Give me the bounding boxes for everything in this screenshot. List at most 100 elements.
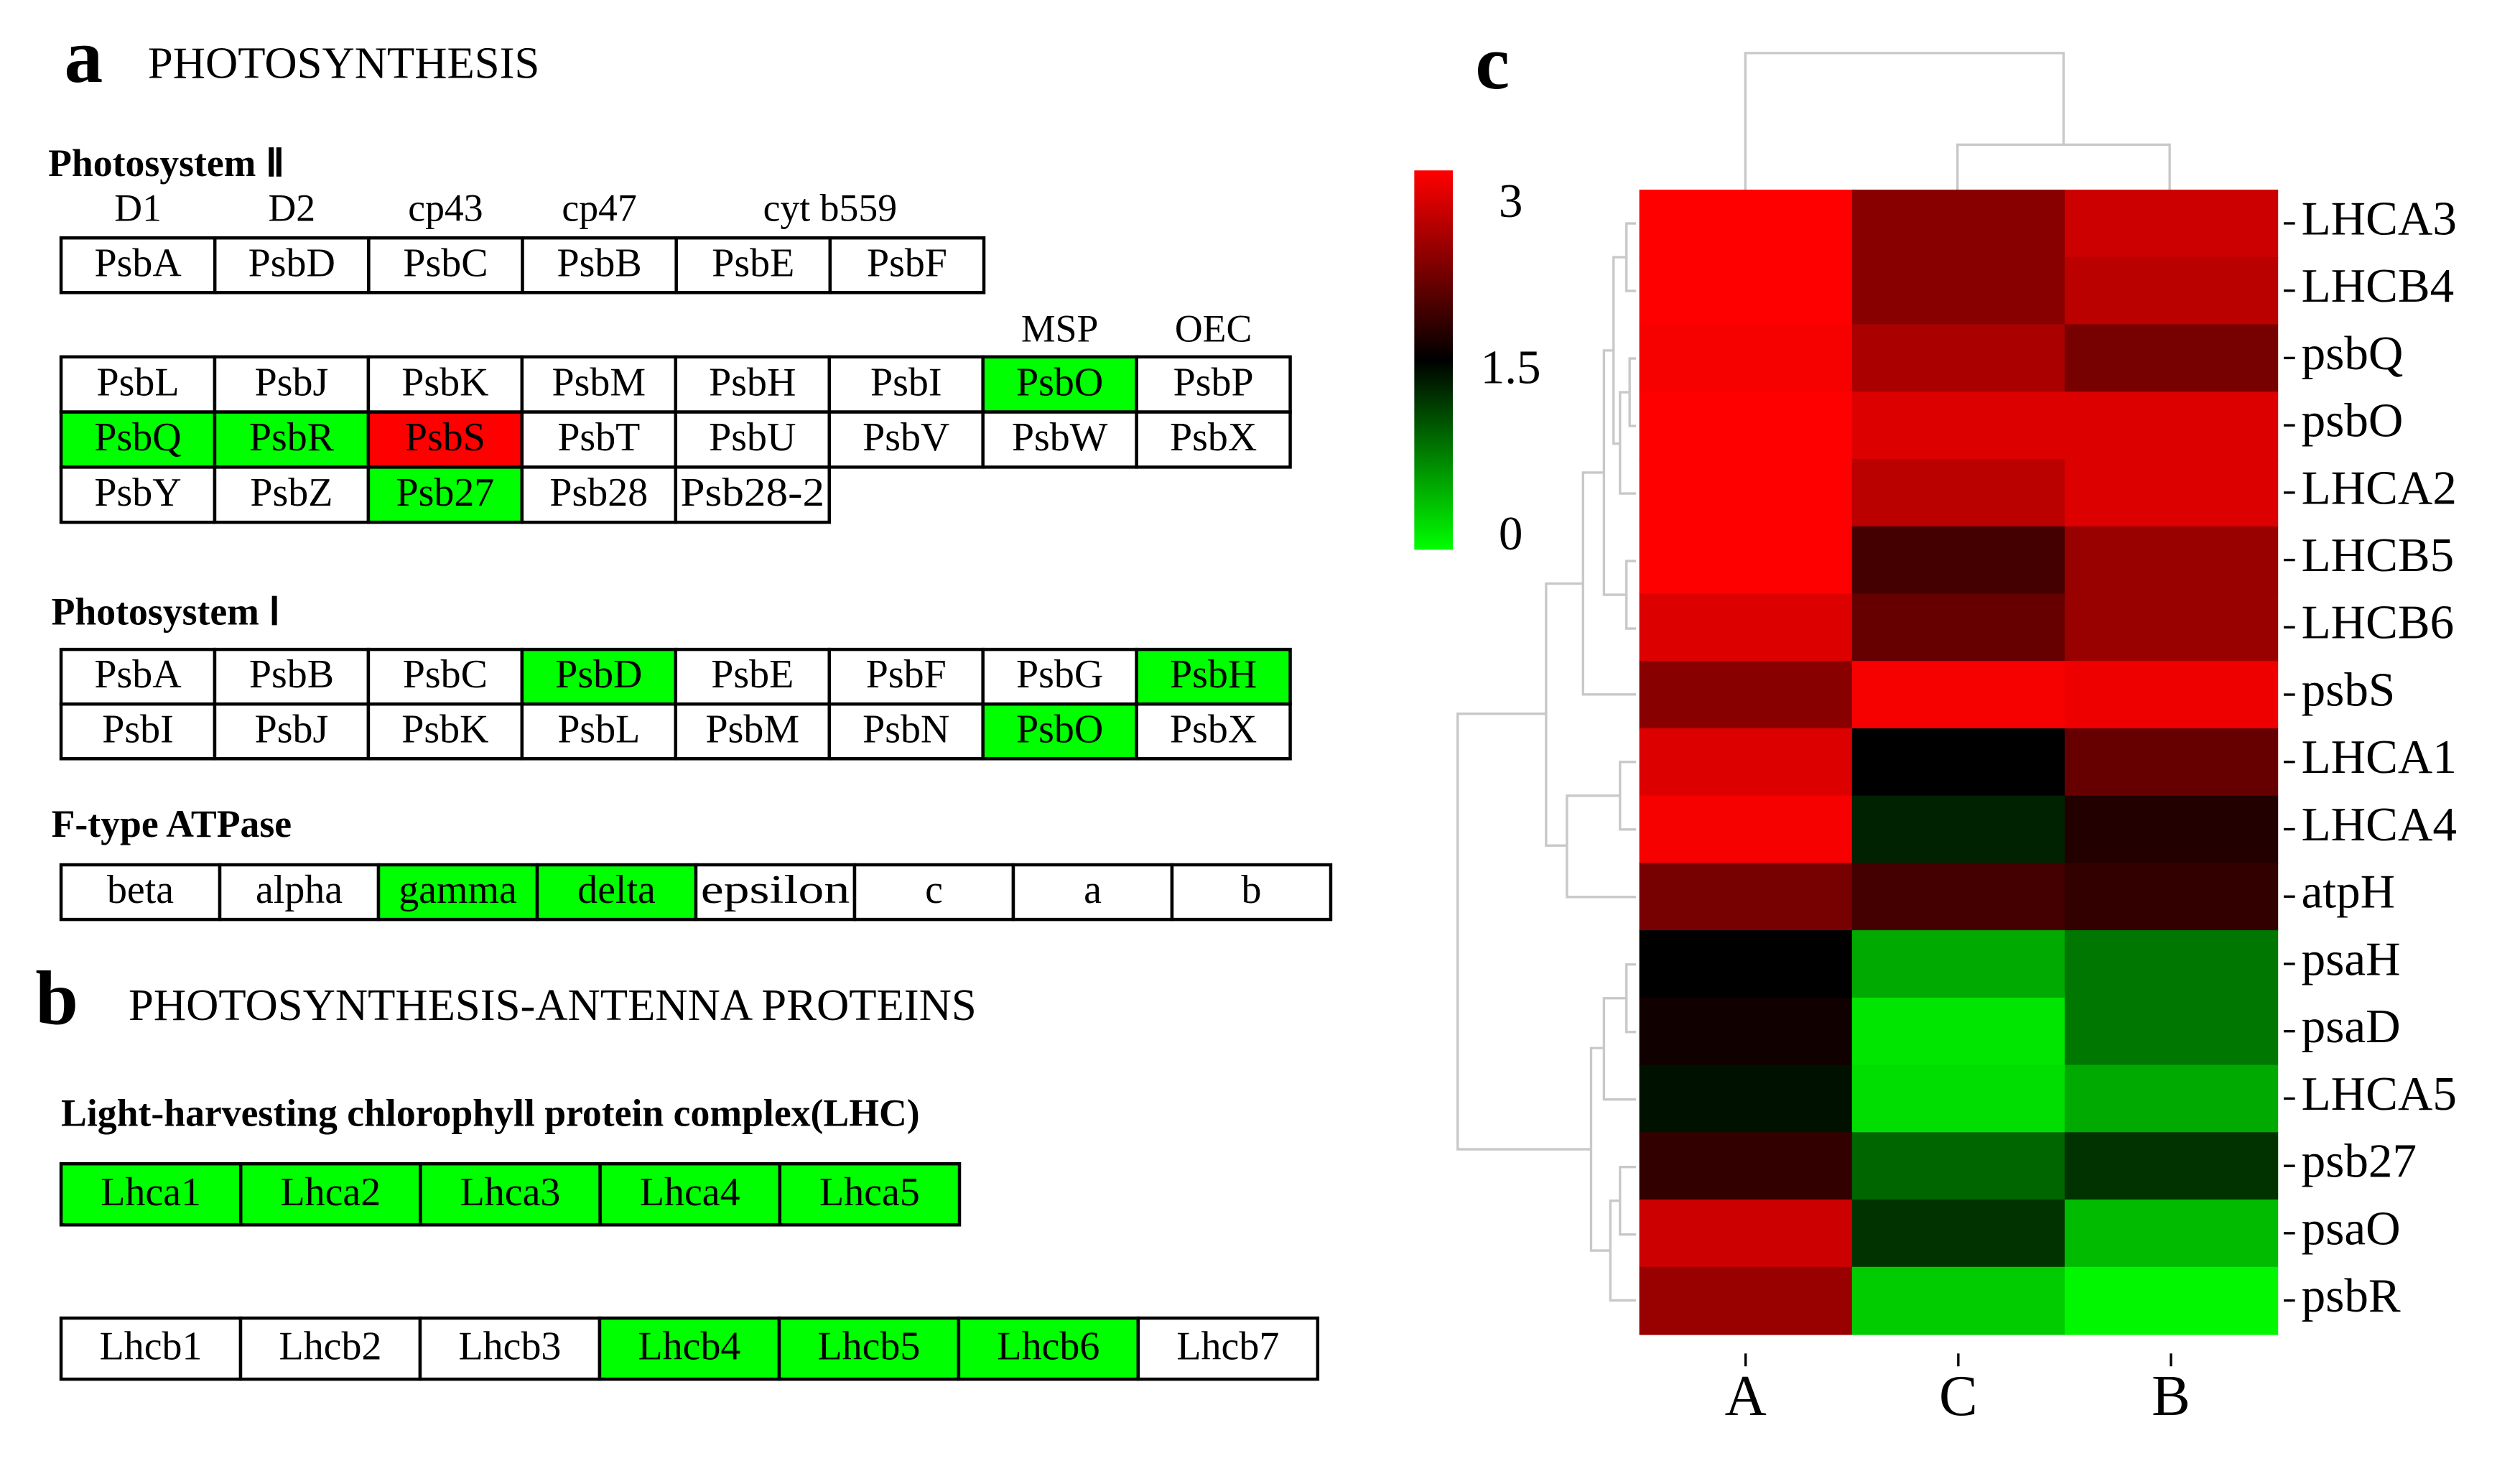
heatmap-cell [1851,391,2066,460]
heatmap-cell [1851,256,2066,325]
gene-label: PsbO [1016,360,1103,404]
gene-cell [827,355,985,414]
gene-label: epsilon [701,868,850,912]
column-header: OEC [1175,307,1252,351]
panel-title: PHOTOSYNTHESIS [148,37,539,88]
panel-letter: c [1475,20,1510,106]
heatmap-cell [1639,1266,1853,1335]
heatmap-cell [2064,526,2279,595]
gene-label: PsbV [863,415,949,460]
gene-cell [1136,1316,1320,1381]
heatmap-cell [2064,863,2279,932]
gene-cell [419,1162,602,1227]
heatmap-cell [2064,1132,2279,1201]
heatmap-cell [2064,1200,2279,1268]
heatmap-cell [1639,795,1853,864]
section-title: Photosystem Ⅰ [52,590,281,633]
row-label: LHCB6 [2302,595,2455,649]
gene-label: PsbK [401,707,488,751]
gene-label: Lhca4 [640,1170,740,1215]
heatmap-cell [1639,324,1853,393]
heatmap-cell [1639,997,1853,1066]
gene-cell [981,355,1138,414]
gene-label: PsbF [866,652,947,697]
gene-cell [213,236,371,294]
gene-label: PsbG [1016,652,1103,697]
gene-cell [1135,410,1292,469]
heatmap-cell [2064,795,2279,864]
gene-cell [521,236,678,294]
gene-label: PsbP [1173,360,1254,404]
gene-label: a [1084,868,1102,912]
gene-label: PsbI [870,360,941,404]
gene-label: Lhcb2 [279,1324,382,1369]
gene-label: PsbI [102,707,173,751]
row-label: LHCB5 [2302,528,2455,582]
heatmap-cell [1639,930,1853,998]
heatmap-cell [1851,593,2066,662]
row-label: psaH [2302,932,2401,985]
gene-cell [366,647,524,706]
gene-cell [1135,702,1292,761]
panel-letter: b [35,956,78,1041]
gene-cell [218,863,381,922]
gene-label: PsbJ [255,707,329,751]
gene-label: Lhcb3 [459,1324,562,1369]
gene-cell [418,1316,602,1381]
gene-label: PsbC [403,652,488,697]
gene-label: PsbM [705,707,799,751]
row-label: LHCA2 [2302,460,2457,514]
gene-label: PsbA [94,652,181,697]
gene-label: PsbQ [94,415,181,460]
column-label: C [1939,1364,1978,1428]
column-header: D1 [114,187,162,230]
gene-label: PsbB [557,241,642,285]
section-title: F-type ATPase [52,802,292,845]
heatmap-cell [1851,324,2066,393]
heatmap-cell [2064,930,2279,998]
colorbar-tick-label: 1.5 [1481,340,1541,394]
row-label: LHCA5 [2302,1067,2457,1121]
heatmap-cell [2064,1064,2279,1133]
gene-cell [957,1316,1140,1381]
gene-cell [59,236,217,294]
row-label: psb27 [2302,1134,2417,1188]
gene-label: PsbL [557,707,640,751]
row-label: LHCA4 [2302,797,2457,851]
heatmap-cell [2064,593,2279,662]
gene-label: Lhca3 [460,1170,561,1215]
column-header: D2 [268,187,315,230]
gene-label: PsbL [96,360,179,404]
gene-cell [674,465,831,524]
row-label: LHCA3 [2302,191,2457,245]
gene-label: PsbC [403,241,488,285]
gene-cell [598,1316,781,1381]
heatmap-cell [1639,1132,1853,1201]
gene-cell [674,236,832,294]
column-header: MSP [1021,307,1098,351]
heatmap-cell [2064,459,2279,527]
gene-cell [981,410,1138,469]
gene-label: PsbN [863,707,949,751]
gene-label: PsbU [709,415,796,460]
heatmap-cell [1851,526,2066,595]
gene-label: PsbY [94,470,181,515]
heatmap-cell [1639,1064,1853,1133]
heatmap-cell [2064,661,2279,730]
heatmap-cell [1851,997,2066,1066]
column-label: A [1725,1364,1767,1428]
colorbar-tick-label: 0 [1499,506,1523,560]
gene-cell [59,465,217,524]
gene-label: b [1241,868,1261,912]
row-label: psbO [2302,394,2404,447]
gene-label: PsbH [1170,652,1257,697]
gene-cell [213,465,371,524]
heatmap-cell [1851,459,2066,527]
gene-label: PsbS [405,415,485,460]
gene-cell [366,465,524,524]
heatmap-cell [1851,728,2066,797]
column-label: B [2152,1364,2190,1428]
panel-letter: a [65,14,103,99]
gene-label: Psb28-2 [681,470,825,515]
heatmap-cell [1851,1132,2066,1201]
